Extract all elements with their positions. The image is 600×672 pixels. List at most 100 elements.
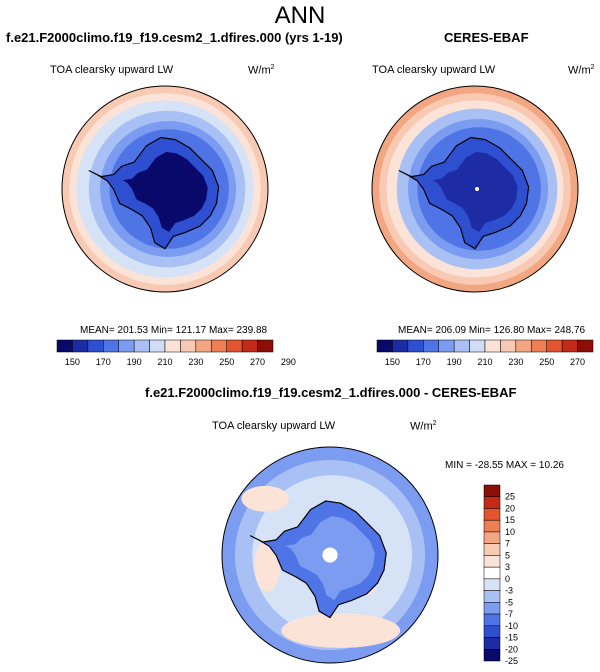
field-anomaly (281, 613, 401, 648)
map-field (372, 86, 578, 292)
colorbar-swatch (483, 566, 501, 580)
colorbar-tick-label: 230 (188, 357, 203, 367)
colorbar-swatch (72, 339, 89, 353)
colorbar-tick-label: 5 (505, 550, 510, 560)
diff-units: W/m2 (410, 420, 437, 433)
panel2-variable: TOA clearsky upward LW (372, 64, 496, 76)
colorbar-swatch (226, 339, 243, 353)
colorbar-tick-label: 10 (505, 527, 515, 537)
colorbar-tick-label: 230 (508, 357, 523, 367)
colorbar-swatch (180, 339, 197, 353)
colorbar-tick-label: 250 (539, 357, 554, 367)
colorbar-swatch (195, 339, 212, 353)
diff-stats: MIN = -28.55 MAX = 10.26 (445, 460, 564, 471)
panel2-map (371, 85, 579, 293)
colorbar-tick-label: 270 (250, 357, 265, 367)
pole-hole (322, 547, 338, 563)
map-border (61, 85, 269, 293)
colorbar-swatch (483, 637, 501, 650)
colorbar-tick-label: 290 (281, 357, 296, 367)
colorbar-swatch (483, 649, 501, 662)
colorbar-swatch (133, 339, 150, 353)
colorbar-swatch (515, 339, 532, 353)
colorbar-swatch (407, 339, 424, 353)
colorbar-swatch (483, 602, 501, 615)
colorbar-tick-label: 150 (65, 357, 80, 367)
colorbar-swatch (423, 339, 439, 353)
colorbar-swatch (149, 339, 166, 353)
panel1-stats: MEAN= 201.53 Min= 121.17 Max= 239.88 (80, 325, 268, 336)
colorbar-swatch (561, 339, 578, 353)
colorbar-tick-label: 190 (127, 357, 142, 367)
colorbar-swatch (531, 339, 547, 353)
colorbar-tick-label: -25 (505, 656, 518, 666)
colorbar-tick-label: 250 (219, 357, 234, 367)
colorbar-tick-label: -7 (505, 609, 513, 619)
colorbar-swatch (392, 339, 409, 353)
colorbar-swatch (118, 339, 135, 353)
panel1-variable: TOA clearsky upward LW (50, 64, 174, 76)
colorbar-tick-label: -15 (505, 633, 518, 643)
map-border (221, 446, 439, 664)
map-field (222, 447, 438, 663)
colorbar-swatch (257, 339, 274, 353)
colorbar-tick-label: 270 (570, 357, 585, 367)
colorbar-swatch (483, 484, 501, 497)
colorbar-tick-label: 150 (385, 357, 400, 367)
colorbar-swatch (484, 339, 501, 353)
colorbar-tick-label: 15 (505, 515, 515, 525)
diff-map (221, 446, 439, 664)
panel2-units: W/m2 (568, 64, 595, 77)
colorbar-swatch (87, 339, 104, 353)
colorbar-tick-label: 170 (416, 357, 431, 367)
field-anomaly (241, 485, 289, 512)
map-border (371, 85, 579, 293)
colorbar-swatch (164, 339, 181, 353)
colorbar-tick-label: 210 (477, 357, 492, 367)
plateau-contour (114, 151, 208, 232)
panel1-units: W/m2 (248, 64, 275, 77)
colorbar-tick-label: 170 (96, 357, 111, 367)
colorbar-tick-label: 7 (505, 539, 510, 549)
main-title: ANN (274, 2, 326, 29)
colorbar-swatch (483, 613, 501, 627)
colorbar-swatch (483, 496, 501, 509)
colorbar-swatch (483, 531, 501, 544)
pole-hole (475, 186, 480, 192)
colorbar-tick-label: 25 (505, 492, 515, 502)
colorbar-tick-label: -20 (505, 644, 518, 654)
colorbar-swatch (483, 590, 501, 603)
colorbar-swatch (103, 339, 119, 353)
colorbar-tick-label: 3 (505, 562, 510, 572)
colorbar-swatch (211, 339, 227, 353)
colorbar-swatch (483, 625, 501, 638)
colorbar-swatch (483, 555, 501, 568)
colorbar-swatch (56, 339, 73, 353)
colorbar-tick-label: 190 (447, 357, 462, 367)
colorbar-swatch (453, 339, 470, 353)
colorbar-swatch (438, 339, 455, 353)
colorbar-tick-label: -5 (505, 597, 513, 607)
colorbar-swatch (483, 578, 501, 591)
colorbar-tick-label: 20 (505, 503, 515, 513)
colorbar-swatch (500, 339, 517, 353)
colorbar-swatch (546, 339, 563, 353)
colorbar-swatch (376, 339, 393, 353)
colorbar-tick-label: 0 (505, 574, 510, 584)
panel2-stats: MEAN= 206.09 Min= 126.80 Max= 248.76 (398, 325, 586, 336)
colorbar-tick-label: -10 (505, 621, 518, 631)
panel1-title: f.e21.F2000climo.f19_f19.cesm2_1.dfires.… (6, 30, 343, 45)
colorbar-swatch (483, 519, 501, 533)
diff-title: f.e21.F2000climo.f19_f19.cesm2_1.dfires.… (145, 385, 517, 400)
colorbar-swatch (483, 508, 501, 521)
panel2-title: CERES-EBAF (444, 30, 529, 45)
plateau-contour (424, 151, 518, 232)
colorbar-swatch (469, 339, 486, 353)
colorbar-swatch (577, 339, 594, 353)
panel1-map (61, 85, 269, 293)
map-field (62, 86, 268, 292)
colorbar-tick-label: -3 (505, 586, 513, 596)
colorbar-swatch (483, 543, 501, 556)
